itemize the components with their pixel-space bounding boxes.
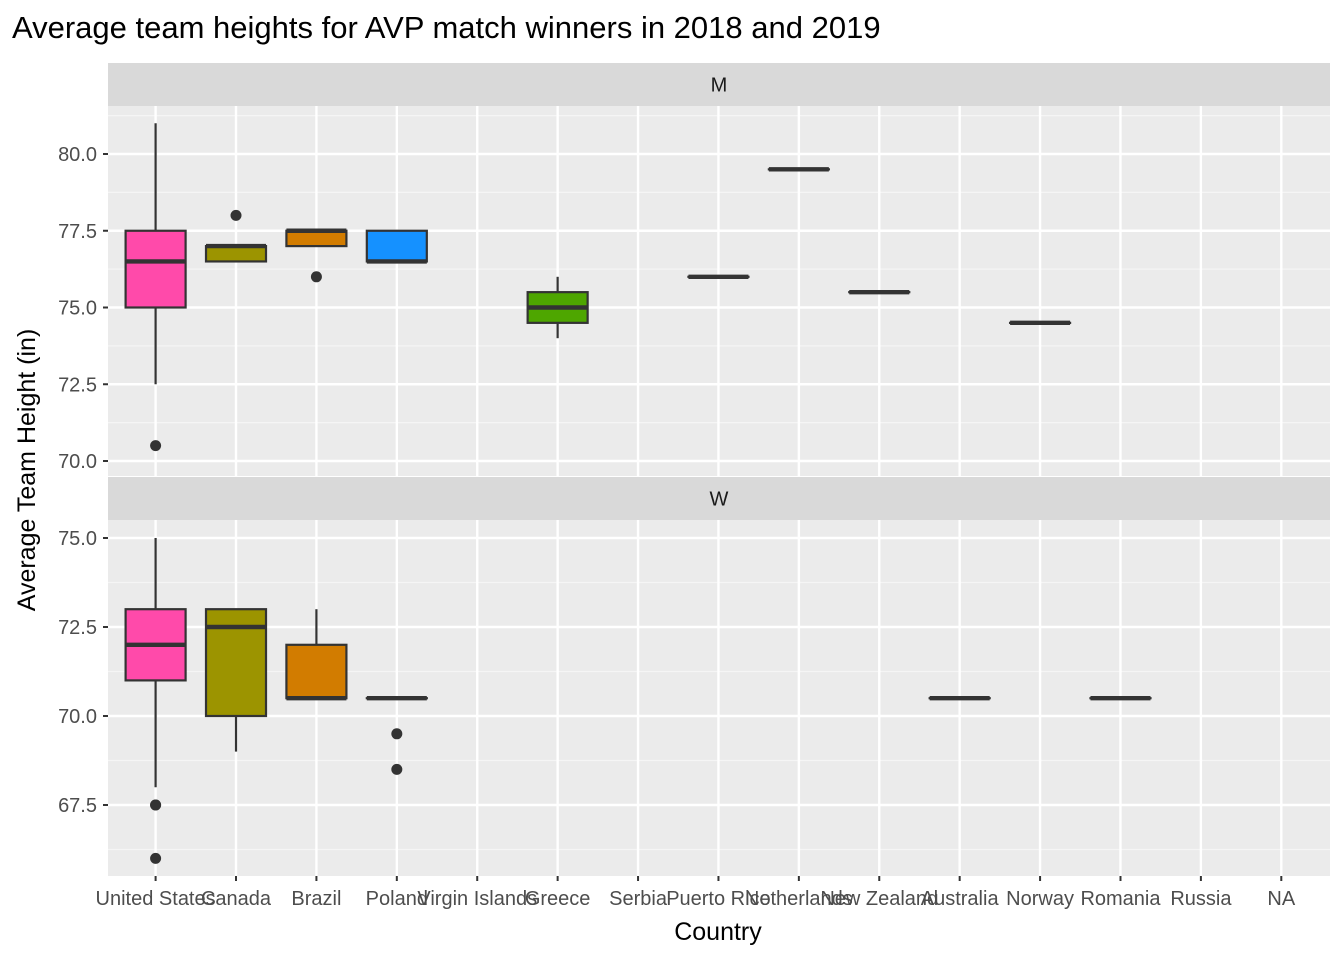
x-tick-label: Poland [366, 888, 428, 910]
box [204, 245, 268, 263]
boxplot-canada [204, 209, 268, 263]
x-tick-label: Romania [1080, 888, 1161, 910]
x-tick-label: Virgin Islands [417, 888, 537, 910]
boxplot-brazil [285, 228, 348, 283]
x-tick-label: NA [1267, 888, 1295, 910]
x-tick-label: Greece [525, 888, 591, 910]
x-tick-label: Brazil [291, 888, 341, 910]
boxplot-poland [365, 696, 428, 775]
y-tick-label: 72.5 [58, 617, 97, 639]
outlier-point [230, 209, 242, 221]
x-tick-label: Puerto Rico [666, 888, 771, 910]
x-axis-title: Country [674, 918, 762, 946]
boxplot-united-states [124, 123, 187, 452]
outlier-point [150, 440, 162, 452]
boxplot-greece [526, 276, 589, 339]
box [124, 229, 187, 309]
outlier-point [150, 799, 162, 811]
x-tick-label: Russia [1170, 888, 1232, 910]
panels: M 70.0 72.5 75.0 77.5 80.0 W 67.5 70.0 72.5 75.0 [58, 63, 1330, 876]
panel-w: W 67.5 70.0 72.5 75.0 [58, 477, 1330, 876]
x-tick-label: Netherlands [745, 888, 853, 910]
boxplot-brazil [285, 609, 348, 701]
x-tick-label: Serbia [609, 888, 668, 910]
y-tick-label: 80.0 [58, 144, 97, 166]
facet-strip-label: M [711, 75, 728, 97]
x-tick-label: Canada [201, 888, 272, 910]
y-tick-label: 75.0 [58, 528, 97, 550]
facet-strip-label: W [710, 489, 729, 511]
y-tick-label: 70.0 [58, 706, 97, 728]
facet-strip [108, 477, 1330, 520]
outlier-point [391, 728, 403, 740]
boxplot-canada [204, 608, 268, 752]
box [285, 643, 348, 700]
box [285, 229, 348, 248]
y-tick-label: 70.0 [58, 451, 97, 473]
facet-strip [108, 63, 1330, 106]
y-tick-label: 75.0 [58, 298, 97, 320]
outlier-point [310, 271, 322, 283]
chart-title: Average team heights for AVP match winne… [12, 10, 881, 45]
box [365, 229, 428, 263]
y-axis-title: Average Team Height (in) [13, 329, 41, 612]
x-tick-label: Norway [1006, 888, 1074, 910]
outlier-point [391, 763, 403, 775]
x-tick-label: United States [96, 888, 216, 910]
y-tick-label: 77.5 [58, 221, 97, 243]
outlier-point [150, 852, 162, 864]
boxplot-poland [365, 229, 428, 264]
y-tick-label: 67.5 [58, 795, 97, 817]
panel-m: M 70.0 72.5 75.0 77.5 80.0 [58, 63, 1330, 476]
x-tick-label: Australia [921, 888, 1000, 910]
boxplot-united-states [124, 538, 187, 864]
x-tick-label: New Zealand [820, 888, 938, 910]
y-tick-label: 72.5 [58, 374, 97, 396]
